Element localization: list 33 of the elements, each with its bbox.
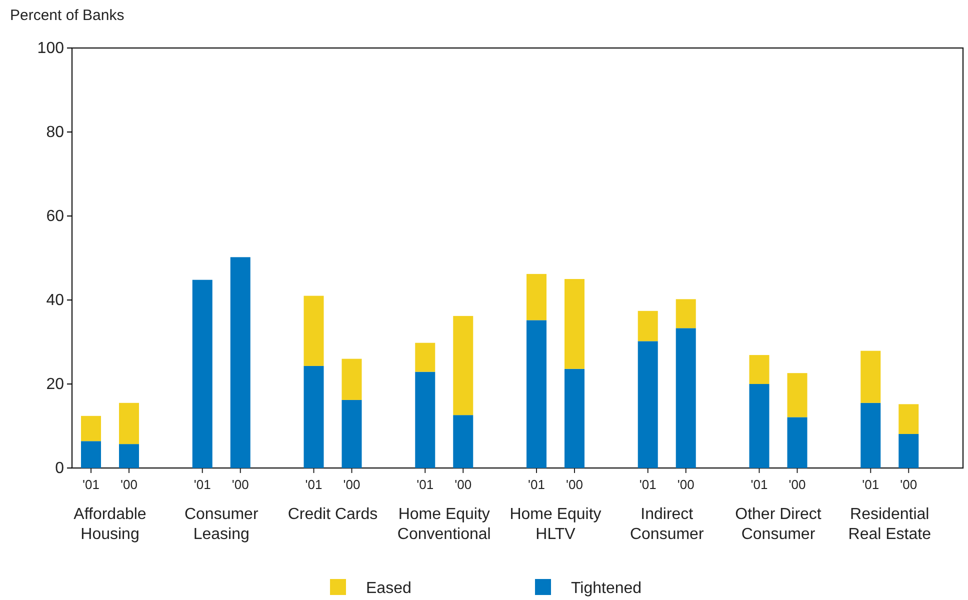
text: Affordable Housing <box>74 506 146 543</box>
text: Consumer Leasing <box>184 506 259 543</box>
y-tick-label: 80 <box>46 124 64 142</box>
x-tick-label: '00 <box>232 477 249 492</box>
x-tick-label: '01 <box>416 477 434 492</box>
y-axis-title: Percent of Banks <box>10 7 124 24</box>
x-tick-label: '01 <box>305 477 322 492</box>
legend-label: Eased <box>366 580 412 597</box>
y-tick-label: 60 <box>46 208 64 226</box>
x-tick-label: '00 <box>566 477 583 492</box>
y-tick-label: 40 <box>46 292 64 310</box>
text: Credit Cards <box>288 506 378 523</box>
x-tick-label: '01 <box>82 477 100 492</box>
y-tick-label: 100 <box>37 40 64 58</box>
x-tick-label: '01 <box>750 477 768 492</box>
text: Other Direct Consumer <box>735 506 822 543</box>
text: Home Equity HLTV <box>510 506 602 543</box>
text: Residential Real Estate <box>848 506 932 543</box>
text: Home Equity Conventional <box>397 506 491 543</box>
x-tick-label: '00 <box>900 477 918 492</box>
x-tick-label: '00 <box>454 477 472 492</box>
legend-label: Tightened <box>571 580 642 597</box>
x-tick-label: '00 <box>120 477 138 492</box>
x-tick-label: '01 <box>528 477 545 492</box>
x-tick-label: '00 <box>677 477 694 492</box>
x-tick-label: '00 <box>343 477 360 492</box>
x-tick-label: '01 <box>862 477 880 492</box>
x-tick-label: '00 <box>788 477 806 492</box>
y-tick-label: 20 <box>46 376 64 394</box>
x-tick-label: '01 <box>639 477 656 492</box>
y-tick-label: 0 <box>55 460 64 478</box>
x-tick-label: '01 <box>194 477 211 492</box>
text: Indirect Consumer <box>630 506 704 543</box>
